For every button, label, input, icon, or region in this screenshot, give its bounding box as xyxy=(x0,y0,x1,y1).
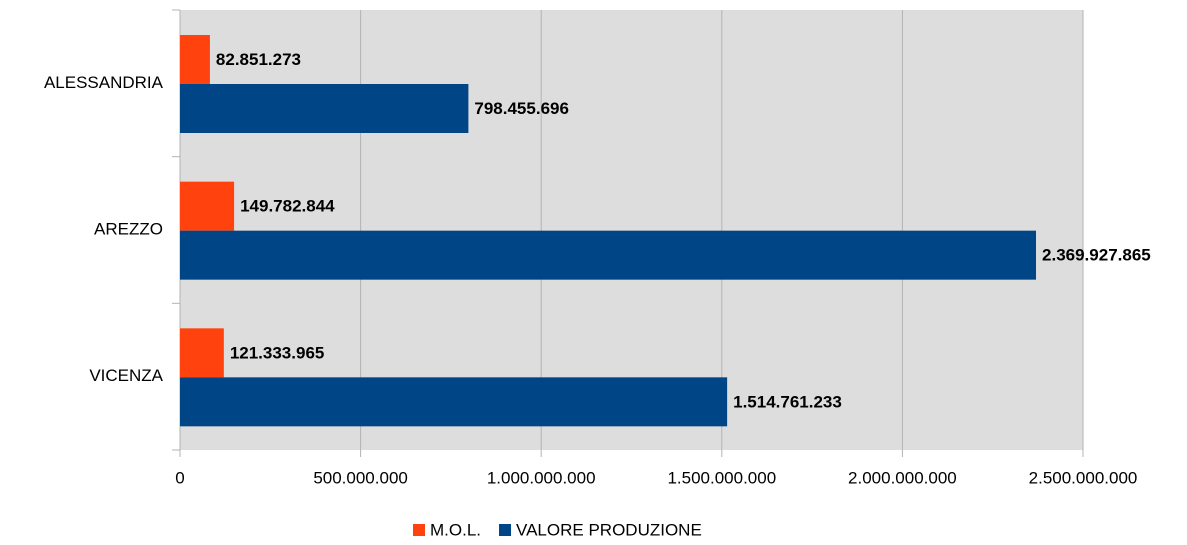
x-tick-label: 2.500.000.000 xyxy=(1029,468,1138,487)
value-label: 82.851.273 xyxy=(216,50,301,69)
bar xyxy=(180,35,210,84)
y-tick-label: ALESSANDRIA xyxy=(44,73,164,92)
bar xyxy=(180,377,728,427)
bar xyxy=(180,230,1037,280)
bar xyxy=(180,328,224,378)
y-tick-label: VICENZA xyxy=(89,366,163,385)
bar xyxy=(180,84,469,133)
legend-swatch xyxy=(499,524,512,536)
value-label: 1.514.761.233 xyxy=(733,392,842,411)
value-label: 2.369.927.865 xyxy=(1042,246,1151,265)
legend-label: VALORE PRODUZIONE xyxy=(516,520,702,539)
legend-label: M.O.L. xyxy=(430,520,481,539)
bar xyxy=(180,181,235,231)
y-tick-label: AREZZO xyxy=(94,219,163,238)
value-label: 798.455.696 xyxy=(474,99,569,118)
x-tick-label: 2.000.000.000 xyxy=(848,468,957,487)
x-tick-label: 500.000.000 xyxy=(313,468,408,487)
value-label: 121.333.965 xyxy=(230,343,325,362)
legend-swatch xyxy=(413,524,425,536)
plot-area xyxy=(180,10,1083,450)
value-label: 149.782.844 xyxy=(240,197,335,216)
x-tick-label: 1.000.000.000 xyxy=(487,468,596,487)
x-tick-label: 0 xyxy=(175,468,184,487)
x-tick-label: 1.500.000.000 xyxy=(667,468,776,487)
